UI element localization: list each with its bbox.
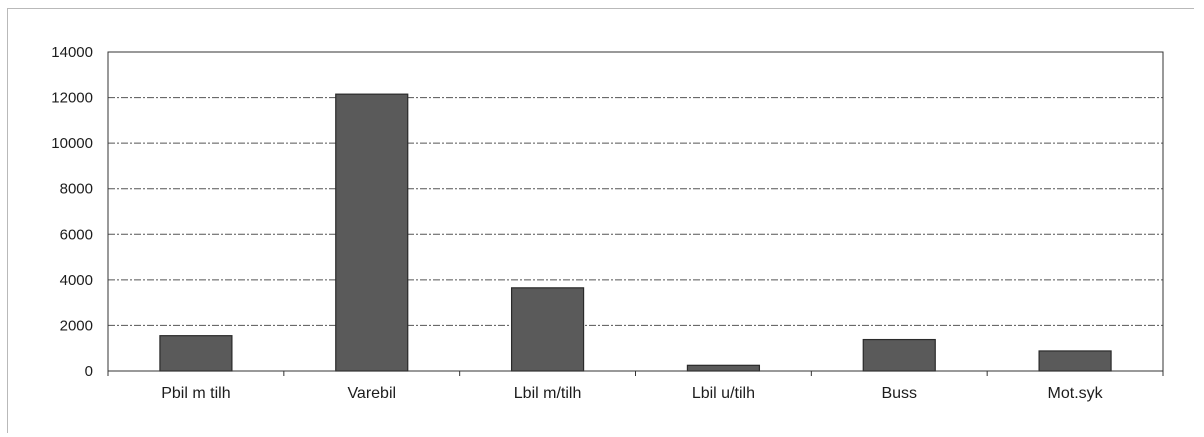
y-tick-label: 12000 [51,90,93,107]
plot-border [107,51,1164,376]
y-tick-label: 0 [85,363,93,380]
bar-varebil [335,93,409,372]
x-category-label: Pbil m tilh [161,385,230,402]
x-category-label: Mot.syk [1048,385,1104,402]
y-tick-label: 14000 [51,44,93,61]
x-category-label: Buss [881,385,917,402]
bar-pbil-m-tilh [159,335,233,372]
y-tick-label: 4000 [60,272,93,289]
gridlines [108,97,1163,326]
bars [159,93,1112,372]
x-category-label: Varebil [347,385,396,402]
x-category-label: Lbil u/tilh [692,385,755,402]
y-axis-tick-labels: 0 2000 4000 6000 8000 10000 12000 14000 [51,44,93,380]
bar-lbil-m-tilh [510,287,585,372]
x-category-label: Lbil m/tilh [514,385,582,402]
y-tick-label: 6000 [60,226,93,243]
x-axis-category-labels: Pbil m tilh Varebil Lbil m/tilh Lbil u/tilh… [161,385,1103,402]
bar-mot-syk [1038,350,1112,372]
y-tick-label: 8000 [60,181,93,198]
y-tick-label: 10000 [51,135,93,152]
bar-lbil-u-tilh [686,364,761,372]
bar-buss [862,338,936,372]
y-tick-label: 2000 [60,317,93,334]
plot-area-border [107,51,1164,372]
